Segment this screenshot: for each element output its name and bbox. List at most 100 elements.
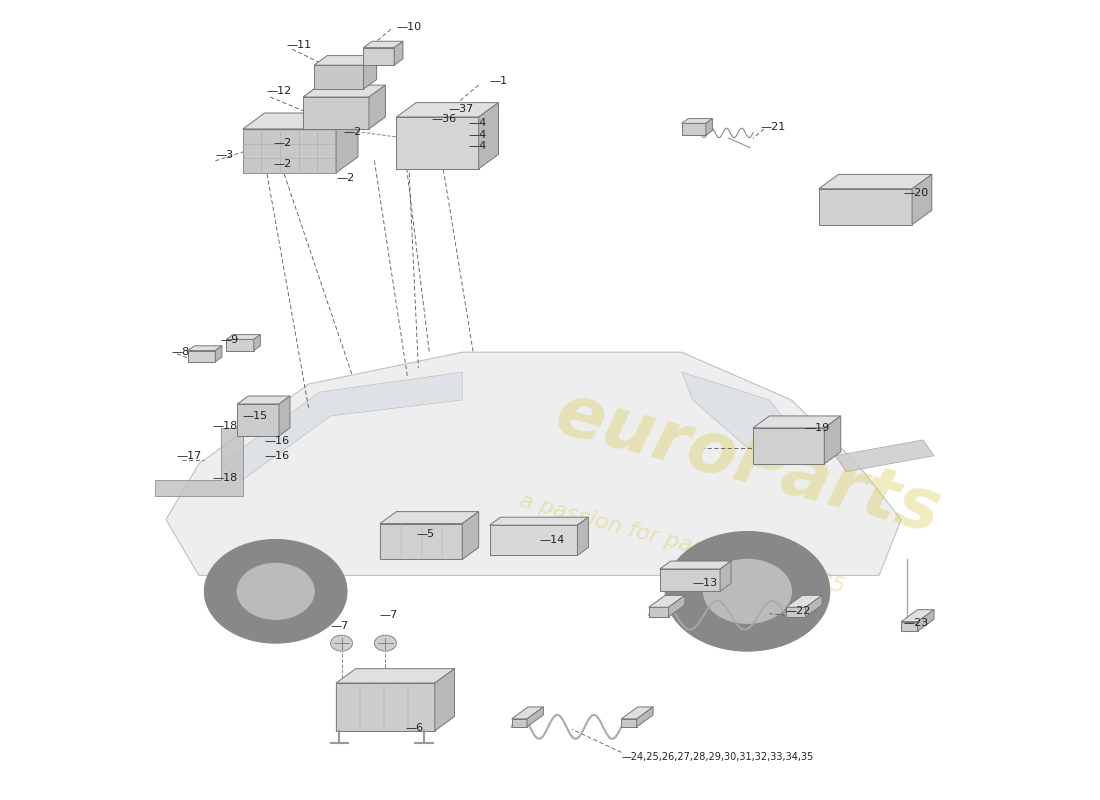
Polygon shape — [901, 622, 917, 631]
Polygon shape — [512, 707, 543, 719]
Polygon shape — [396, 117, 478, 169]
Polygon shape — [527, 707, 543, 727]
Text: —17: —17 — [177, 451, 202, 461]
Polygon shape — [227, 334, 261, 339]
Polygon shape — [785, 595, 822, 607]
Polygon shape — [238, 404, 279, 436]
Polygon shape — [824, 416, 840, 464]
Text: —11: —11 — [287, 40, 311, 50]
Text: —18: —18 — [212, 421, 238, 430]
Text: —23: —23 — [903, 618, 928, 628]
Polygon shape — [682, 372, 813, 456]
Text: —15: —15 — [243, 411, 268, 421]
Polygon shape — [660, 569, 720, 591]
Text: —9: —9 — [221, 335, 239, 346]
Polygon shape — [279, 396, 290, 436]
Text: —8: —8 — [172, 347, 189, 357]
Circle shape — [331, 635, 352, 651]
Polygon shape — [336, 113, 358, 173]
Text: —3: —3 — [216, 150, 233, 160]
Polygon shape — [578, 517, 588, 555]
Circle shape — [238, 563, 315, 619]
Polygon shape — [637, 707, 653, 727]
Polygon shape — [754, 416, 840, 428]
Polygon shape — [805, 595, 822, 617]
Polygon shape — [363, 42, 403, 48]
Polygon shape — [649, 595, 685, 607]
Polygon shape — [434, 669, 454, 731]
Polygon shape — [818, 174, 932, 189]
Polygon shape — [649, 607, 669, 617]
Text: —14: —14 — [539, 534, 564, 545]
Circle shape — [374, 635, 396, 651]
Polygon shape — [917, 610, 934, 631]
Polygon shape — [621, 719, 637, 727]
Circle shape — [666, 531, 829, 651]
Polygon shape — [512, 719, 527, 727]
Text: —2: —2 — [274, 138, 292, 148]
Text: —2: —2 — [343, 127, 362, 137]
Polygon shape — [188, 350, 216, 362]
Polygon shape — [490, 517, 588, 525]
Polygon shape — [304, 97, 368, 129]
Polygon shape — [243, 113, 358, 129]
Text: —20: —20 — [903, 188, 928, 198]
Text: —1: —1 — [490, 76, 508, 86]
Polygon shape — [155, 428, 243, 496]
Text: —6: —6 — [405, 723, 424, 734]
Circle shape — [205, 539, 346, 643]
Polygon shape — [706, 118, 713, 135]
Text: —7: —7 — [379, 610, 398, 620]
Polygon shape — [785, 607, 805, 617]
Polygon shape — [818, 189, 912, 225]
Text: —4: —4 — [469, 130, 487, 139]
Polygon shape — [304, 85, 385, 97]
Polygon shape — [682, 123, 706, 135]
Text: euroParts: euroParts — [548, 379, 947, 548]
Text: —7: —7 — [331, 622, 349, 631]
Text: —24,25,26,27,28,29,30,31,32,33,34,35: —24,25,26,27,28,29,30,31,32,33,34,35 — [621, 752, 814, 762]
Text: —2: —2 — [274, 159, 292, 169]
Polygon shape — [368, 85, 385, 129]
Text: —4: —4 — [469, 118, 487, 127]
Text: —5: —5 — [416, 529, 434, 539]
Polygon shape — [315, 56, 376, 65]
Text: —2: —2 — [336, 174, 354, 183]
Polygon shape — [336, 683, 434, 731]
Polygon shape — [336, 669, 454, 683]
Polygon shape — [669, 595, 685, 617]
Polygon shape — [227, 339, 254, 350]
Polygon shape — [315, 65, 363, 89]
Polygon shape — [682, 118, 713, 123]
Text: —19: —19 — [804, 423, 829, 433]
Text: —21: —21 — [761, 122, 785, 131]
Polygon shape — [901, 610, 934, 622]
Polygon shape — [720, 561, 732, 591]
Polygon shape — [660, 561, 732, 569]
Polygon shape — [363, 56, 376, 89]
Polygon shape — [188, 346, 222, 350]
Text: —36: —36 — [431, 114, 456, 124]
Polygon shape — [462, 512, 478, 559]
Polygon shape — [243, 129, 336, 173]
Text: —16: —16 — [265, 451, 289, 461]
Polygon shape — [166, 352, 901, 575]
Polygon shape — [754, 428, 824, 464]
Text: —10: —10 — [396, 22, 421, 32]
Polygon shape — [379, 523, 462, 559]
Circle shape — [704, 559, 791, 623]
Text: —12: —12 — [267, 86, 293, 97]
Polygon shape — [363, 48, 394, 65]
Polygon shape — [396, 102, 498, 117]
Polygon shape — [478, 102, 498, 169]
Polygon shape — [621, 707, 653, 719]
Text: —37: —37 — [448, 104, 473, 114]
Polygon shape — [238, 396, 290, 404]
Polygon shape — [221, 372, 462, 480]
Text: —13: —13 — [693, 578, 718, 588]
Polygon shape — [379, 512, 478, 523]
Text: a passion for parts since 1985: a passion for parts since 1985 — [517, 490, 847, 597]
Text: —22: —22 — [785, 606, 812, 616]
Polygon shape — [912, 174, 932, 225]
Polygon shape — [254, 334, 261, 350]
